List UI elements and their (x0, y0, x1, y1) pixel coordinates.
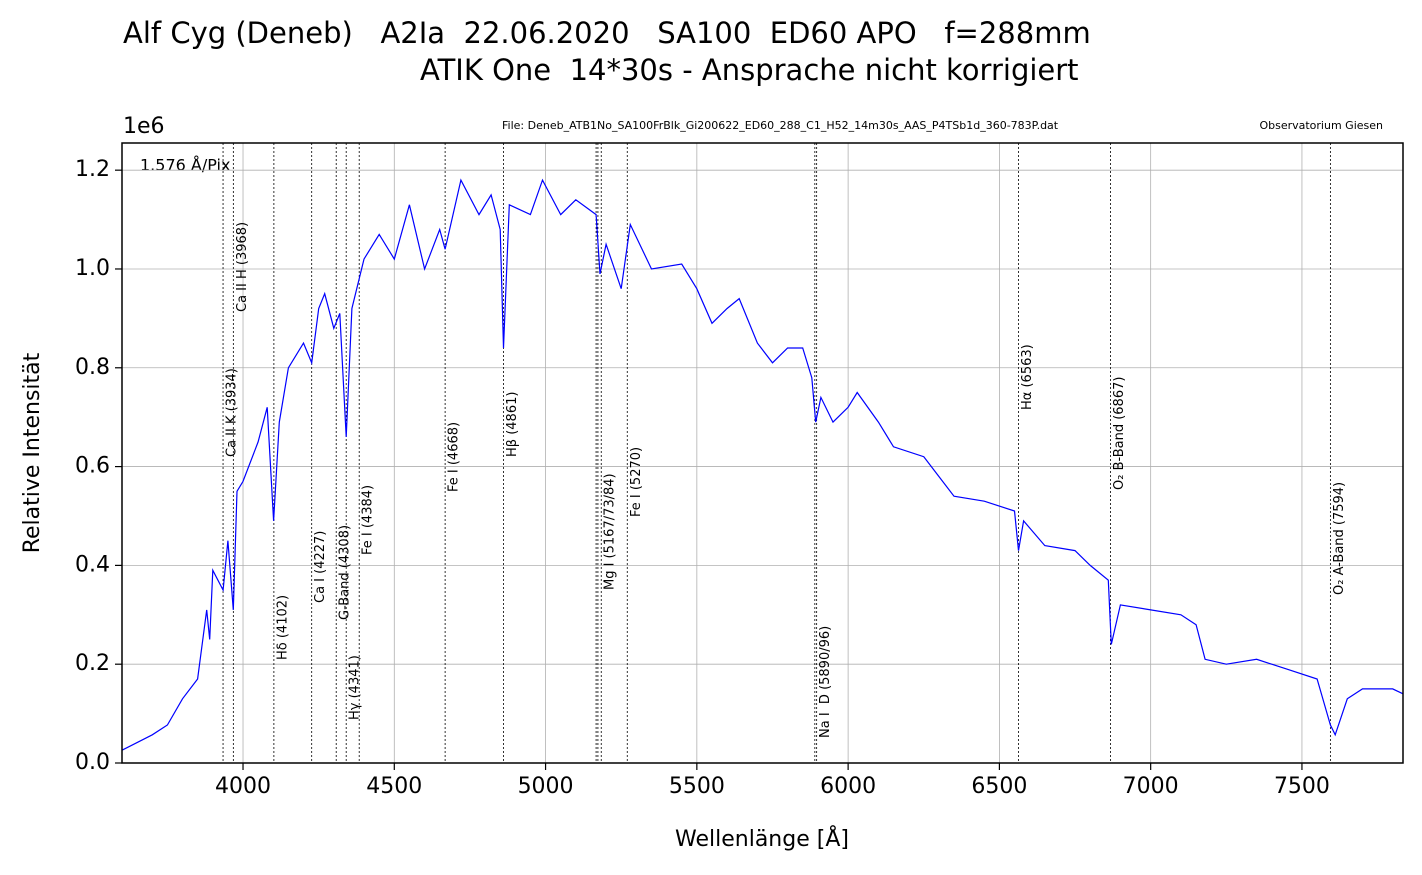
spectrum-line (121, 178, 1404, 751)
y-tick-label: 0.6 (75, 454, 110, 479)
x-tick-label: 6000 (820, 774, 876, 799)
x-tick-label: 6500 (971, 774, 1027, 799)
annotation-label: O₂ A-Band (7594) (1332, 482, 1347, 595)
annotation-label: Fe I (4668) (447, 422, 462, 492)
annotation-label: Hα (6563) (1020, 344, 1035, 410)
annotation-label: Hδ (4102) (275, 595, 290, 660)
x-axis-label: Wellenlänge [Å] (675, 825, 849, 852)
x-tick-label: 7500 (1274, 774, 1330, 799)
y-tick-label: 1.2 (75, 157, 110, 182)
annotation-label: Fe I (4384) (361, 485, 376, 555)
y-tick-label: 1.0 (75, 256, 110, 281)
annotation-label: Hβ (4861) (505, 392, 520, 457)
annotation-label: Mg I (5167/73/84) (603, 473, 618, 590)
y-axis-label: Relative Intensität (20, 352, 45, 553)
x-tick-label: 5500 (669, 774, 725, 799)
annotation-label: Hγ (4341) (348, 655, 363, 720)
dispersion-note: 1.576 Å/Pix (140, 156, 230, 175)
annotation-label: Na I D (5890/96) (818, 626, 833, 738)
observatory: Observatorium Giesen (1259, 119, 1383, 132)
annotation-label: O₂ B-Band (6867) (1112, 377, 1127, 490)
plot-frame (121, 142, 1404, 764)
annotation-label: Ca II H (3968) (235, 222, 250, 312)
y-tick-label: 0.2 (75, 651, 110, 676)
y-tick-label: 0.0 (75, 750, 110, 775)
annotation-label: Fe I (5270) (629, 447, 644, 517)
y-tick-label: 0.4 (75, 552, 110, 577)
x-tick-label: 4500 (366, 774, 422, 799)
y-offset-label: 1e6 (123, 114, 165, 139)
file-note: File: Deneb_ATB1No_SA100FrBlk_Gi200622_E… (502, 119, 1059, 132)
x-tick-label: 7000 (1123, 774, 1179, 799)
annotation-label: Ca II K (3934) (225, 368, 240, 457)
annotation-label: G-Band (4308) (338, 525, 353, 620)
x-tick-label: 5000 (518, 774, 574, 799)
y-tick-label: 0.8 (75, 355, 110, 380)
chart-title: Alf Cyg (Deneb) A2Ia 22.06.2020 SA100 ED… (123, 16, 1091, 50)
x-tick-label: 4000 (215, 774, 271, 799)
chart-subtitle: ATIK One 14*30s - Ansprache nicht korrig… (420, 53, 1079, 87)
annotation-label: Ca I (4227) (313, 531, 328, 603)
